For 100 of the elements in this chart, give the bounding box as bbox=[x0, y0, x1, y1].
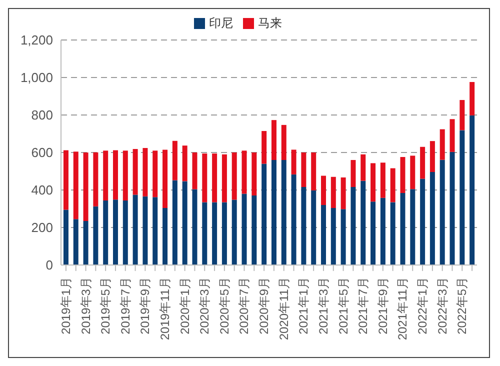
y-tick-label: 200 bbox=[31, 220, 53, 236]
bar bbox=[212, 202, 218, 265]
bar bbox=[281, 124, 286, 160]
x-tick-label: 2021年1月 bbox=[296, 277, 311, 334]
bar bbox=[330, 176, 336, 208]
bar bbox=[410, 189, 416, 265]
bar bbox=[311, 152, 316, 190]
bar bbox=[162, 150, 168, 208]
x-tick-label: 2020年1月 bbox=[178, 277, 192, 334]
bar bbox=[252, 195, 257, 265]
y-tick-label: 400 bbox=[31, 182, 53, 198]
x-tick-label: 2021年5月 bbox=[336, 277, 350, 334]
bar bbox=[410, 156, 416, 190]
bar bbox=[400, 157, 406, 193]
y-tick-label: 1,000 bbox=[20, 70, 53, 86]
x-tick-label: 2019年11月 bbox=[158, 277, 172, 340]
bar bbox=[83, 220, 88, 265]
y-tick-label: 0 bbox=[46, 258, 53, 273]
bar bbox=[242, 194, 247, 265]
bar bbox=[440, 129, 445, 160]
bar bbox=[340, 209, 346, 265]
bar bbox=[113, 150, 118, 200]
bar bbox=[271, 160, 276, 265]
bar bbox=[132, 148, 138, 195]
x-tick-label: 2019年7月 bbox=[118, 277, 132, 334]
bar bbox=[93, 206, 98, 265]
x-tick-label: 2019年3月 bbox=[78, 277, 93, 334]
x-tick-label: 2022年3月 bbox=[435, 277, 450, 334]
x-tick-label: 2020年3月 bbox=[198, 277, 212, 334]
bar bbox=[222, 154, 227, 202]
bar bbox=[400, 193, 406, 265]
bar bbox=[360, 154, 366, 181]
bar bbox=[162, 208, 168, 265]
bar bbox=[122, 150, 128, 200]
bar bbox=[321, 176, 326, 205]
bar bbox=[370, 202, 376, 265]
bar bbox=[470, 115, 475, 265]
bar bbox=[271, 120, 276, 160]
bar bbox=[262, 164, 267, 265]
bar bbox=[460, 130, 465, 265]
bar bbox=[73, 219, 78, 265]
x-tick-label: 2022年1月 bbox=[416, 277, 430, 334]
x-tick-label: 2019年1月 bbox=[58, 277, 73, 334]
bar bbox=[430, 172, 435, 265]
x-tick-label: 2020年7月 bbox=[237, 277, 252, 334]
bar bbox=[232, 200, 237, 265]
bar bbox=[470, 82, 475, 116]
bar bbox=[202, 153, 208, 202]
bar bbox=[113, 200, 118, 265]
bar bbox=[222, 202, 227, 265]
bar bbox=[152, 197, 158, 265]
bar bbox=[460, 100, 465, 130]
bar bbox=[142, 148, 148, 196]
bar bbox=[350, 160, 356, 187]
bar bbox=[430, 141, 435, 172]
legend-label: 马来 bbox=[258, 16, 282, 30]
y-tick-label: 800 bbox=[31, 108, 53, 123]
x-tick-label: 2021年11月 bbox=[396, 277, 410, 340]
bar bbox=[370, 163, 376, 202]
bar bbox=[450, 152, 455, 265]
bar bbox=[390, 168, 396, 202]
bar bbox=[172, 140, 178, 180]
bar bbox=[291, 150, 296, 174]
bar bbox=[360, 180, 366, 265]
bar bbox=[192, 152, 198, 190]
bar bbox=[252, 152, 257, 196]
x-tick-label: 2021年7月 bbox=[356, 277, 370, 334]
bar bbox=[202, 202, 208, 265]
bar bbox=[311, 190, 316, 265]
bar bbox=[182, 146, 188, 182]
bar bbox=[420, 178, 426, 265]
bar bbox=[390, 202, 396, 265]
x-tick-label: 2019年5月 bbox=[98, 277, 113, 334]
bar bbox=[301, 152, 306, 187]
bar bbox=[420, 146, 426, 179]
bar bbox=[232, 152, 237, 200]
x-tick-label: 2022年5月 bbox=[455, 277, 470, 334]
bar bbox=[103, 150, 108, 200]
bar bbox=[291, 174, 296, 265]
bar bbox=[172, 180, 178, 265]
x-tick-label: 2020年11月 bbox=[276, 277, 291, 340]
bar bbox=[380, 198, 386, 265]
y-tick-label: 600 bbox=[31, 145, 53, 160]
bar bbox=[440, 160, 445, 265]
bar bbox=[242, 150, 247, 194]
bar bbox=[63, 210, 68, 265]
bar bbox=[122, 200, 128, 265]
bar bbox=[103, 200, 108, 265]
bar bbox=[340, 177, 346, 210]
x-tick-label: 2019年9月 bbox=[138, 277, 152, 334]
bar bbox=[83, 152, 88, 221]
bar bbox=[281, 160, 286, 265]
bar bbox=[93, 152, 98, 206]
bar bbox=[350, 187, 356, 265]
y-tick-label: 1,200 bbox=[20, 32, 53, 48]
bar bbox=[192, 189, 198, 265]
x-tick-label: 2021年3月 bbox=[316, 277, 330, 334]
x-tick-label: 2021年9月 bbox=[376, 277, 390, 334]
bar bbox=[73, 152, 78, 220]
bar bbox=[321, 205, 326, 265]
